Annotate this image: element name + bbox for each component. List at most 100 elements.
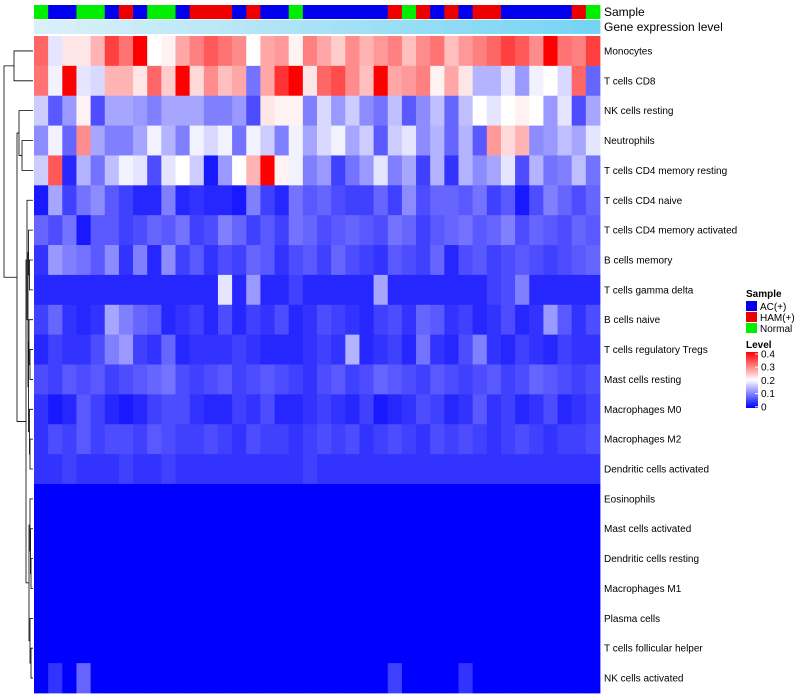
heatmap-cell bbox=[529, 155, 544, 186]
heatmap-cell bbox=[232, 483, 247, 515]
heatmap-cell bbox=[585, 185, 601, 216]
heatmap-cell bbox=[203, 483, 219, 515]
heatmap-cell bbox=[175, 125, 191, 156]
heatmap-cell bbox=[359, 215, 374, 246]
heatmap-cell bbox=[515, 483, 530, 515]
heatmap-cell bbox=[359, 543, 374, 574]
legend-tick-label: 0 bbox=[761, 402, 767, 413]
heatmap-cell bbox=[118, 663, 134, 694]
heatmap-cell bbox=[90, 65, 106, 97]
heatmap-cell bbox=[260, 663, 275, 694]
heatmap-cell bbox=[62, 245, 77, 276]
gene-expression-cell bbox=[585, 20, 601, 34]
heatmap-cell bbox=[133, 95, 148, 126]
heatmap-cell bbox=[217, 95, 233, 126]
heatmap-cell bbox=[175, 155, 191, 186]
heatmap-cell bbox=[203, 543, 219, 574]
heatmap-cell bbox=[472, 245, 488, 276]
heatmap-cell bbox=[133, 274, 148, 306]
heatmap-cell bbox=[90, 245, 106, 276]
heatmap-cell bbox=[529, 215, 544, 246]
heatmap-cell bbox=[331, 543, 346, 574]
heatmap-cell bbox=[571, 454, 587, 485]
sample-annotation-cell bbox=[472, 5, 488, 19]
heatmap-cell bbox=[302, 274, 318, 306]
heatmap-cell bbox=[458, 245, 474, 276]
heatmap-cell bbox=[161, 483, 176, 515]
heatmap-cell bbox=[585, 663, 601, 694]
heatmap-cell bbox=[217, 125, 233, 156]
heatmap-cell bbox=[571, 304, 587, 336]
heatmap-cell bbox=[416, 663, 431, 694]
heatmap-cell bbox=[444, 155, 459, 186]
heatmap-cell bbox=[232, 215, 247, 246]
heatmap-cell bbox=[373, 95, 389, 126]
row-label: Dendritic cells resting bbox=[604, 554, 699, 565]
heatmap-cell bbox=[118, 394, 134, 425]
row-label: T cells CD8 bbox=[604, 76, 656, 87]
heatmap-cell bbox=[90, 364, 106, 395]
sample-annotation-cell bbox=[416, 5, 431, 19]
heatmap-cell bbox=[543, 454, 558, 485]
heatmap-cell bbox=[529, 65, 544, 97]
heatmap-cell bbox=[331, 424, 346, 455]
heatmap-cell bbox=[331, 603, 346, 634]
heatmap-cell bbox=[571, 65, 587, 97]
heatmap-cell bbox=[472, 274, 488, 306]
gene-expression-cell bbox=[500, 20, 516, 34]
heatmap-cell bbox=[147, 543, 162, 574]
heatmap-cell bbox=[62, 424, 77, 455]
heatmap-cell bbox=[147, 95, 162, 126]
heatmap-cell bbox=[585, 394, 601, 425]
sample-annotation-cell bbox=[48, 5, 63, 19]
heatmap-cell bbox=[189, 304, 205, 336]
heatmap-cell bbox=[274, 215, 290, 246]
heatmap-cell bbox=[585, 215, 601, 246]
heatmap-cell bbox=[217, 304, 233, 336]
heatmap-cell bbox=[571, 394, 587, 425]
heatmap-cell bbox=[458, 364, 474, 395]
heatmap-cell bbox=[401, 483, 417, 515]
heatmap-cell bbox=[345, 424, 360, 455]
heatmap-cell bbox=[401, 543, 417, 574]
sample-annotation-cell bbox=[486, 5, 502, 19]
heatmap-cell bbox=[571, 245, 587, 276]
dendrogram-branch bbox=[29, 438, 33, 470]
heatmap-cell bbox=[48, 543, 63, 574]
heatmap-cell bbox=[48, 394, 63, 425]
heatmap-cell bbox=[472, 364, 488, 395]
heatmap-cell bbox=[515, 95, 530, 126]
heatmap-cell bbox=[274, 125, 290, 156]
sample-annotation-cell bbox=[557, 5, 573, 19]
sample-annotation-cell bbox=[345, 5, 360, 19]
gene-expression-cell bbox=[345, 20, 360, 34]
heatmap-cell bbox=[133, 185, 148, 216]
heatmap-cell bbox=[529, 95, 544, 126]
legend-tick-label: 0.4 bbox=[761, 350, 775, 361]
heatmap-cell bbox=[317, 185, 332, 216]
heatmap-cell bbox=[458, 603, 474, 634]
heatmap-cell bbox=[373, 334, 389, 365]
heatmap-cell bbox=[189, 483, 205, 515]
heatmap-cell bbox=[500, 633, 516, 664]
heatmap-cell bbox=[246, 483, 261, 515]
heatmap-cell bbox=[246, 424, 261, 455]
heatmap-cell bbox=[274, 245, 290, 276]
heatmap-cell bbox=[217, 215, 233, 246]
sample-annotation-cell bbox=[147, 5, 162, 19]
dendrogram-branch bbox=[29, 349, 33, 380]
heatmap-cell bbox=[48, 424, 63, 455]
heatmap-cell bbox=[444, 36, 459, 67]
heatmap-cell bbox=[401, 633, 417, 664]
heatmap-cell bbox=[147, 36, 162, 67]
heatmap-cell bbox=[331, 274, 346, 306]
heatmap-cell bbox=[62, 663, 77, 694]
heatmap-cell bbox=[430, 573, 445, 604]
heatmap-cell bbox=[331, 364, 346, 395]
heatmap-cell bbox=[217, 334, 233, 365]
heatmap-cell bbox=[430, 454, 445, 485]
row-labels: Monocytes T cells CD8 NK cells resting Neut… bbox=[604, 46, 737, 684]
gene-expression-cell bbox=[543, 20, 558, 34]
heatmap-cell bbox=[203, 274, 219, 306]
heatmap-cell bbox=[260, 185, 275, 216]
